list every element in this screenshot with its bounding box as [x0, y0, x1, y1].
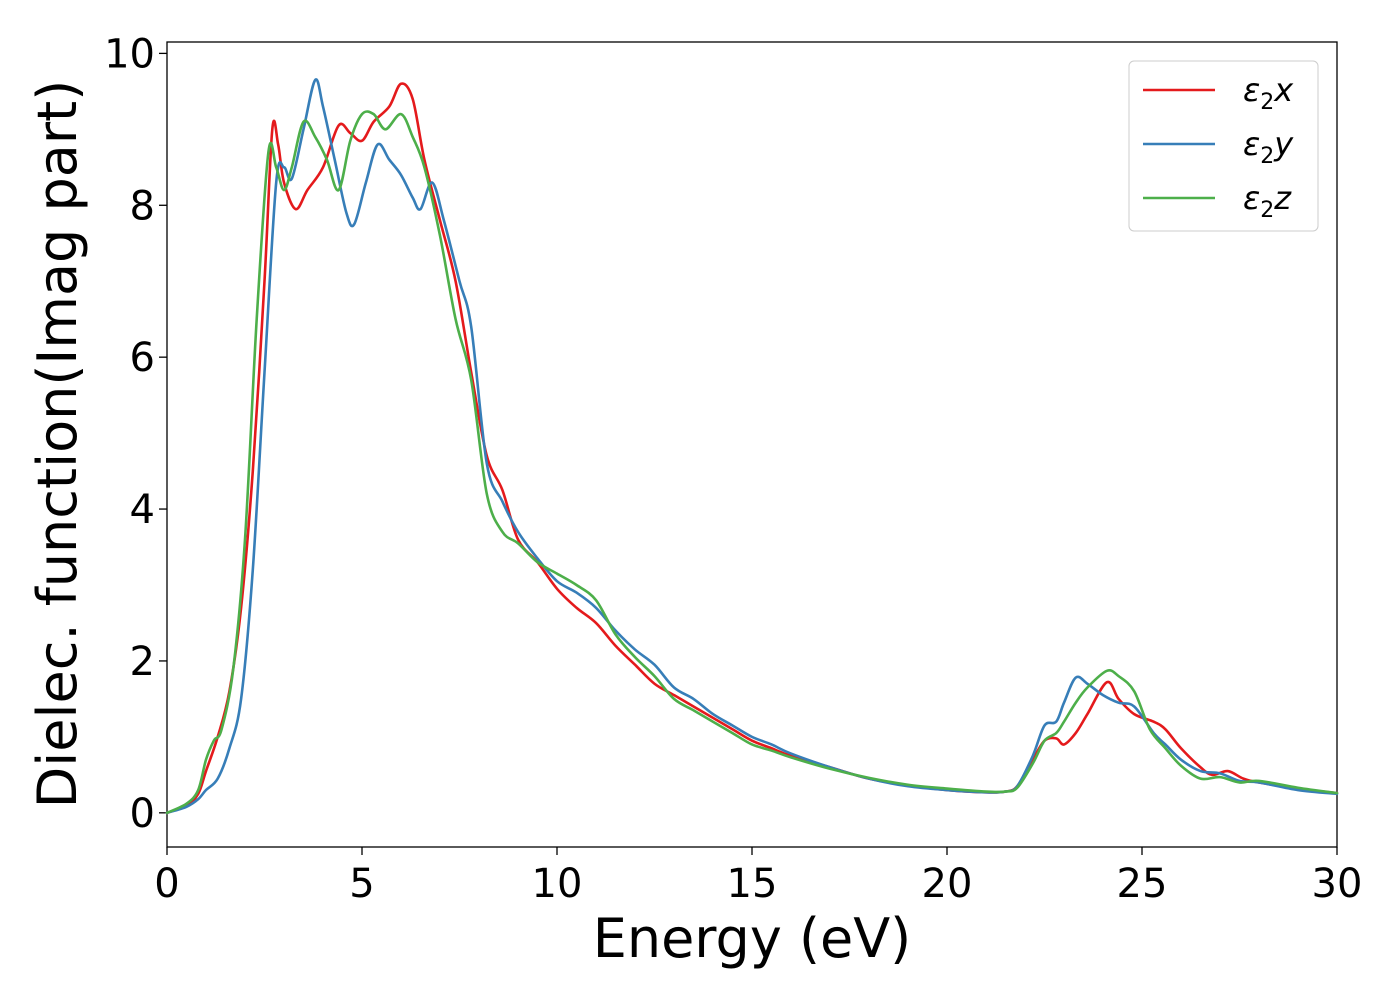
legend-items: ε2x ε2y ε2z [1143, 71, 1294, 223]
y-tick-label: 0 [130, 791, 155, 837]
x-tick-label: 15 [727, 861, 778, 907]
y-tick-label: 2 [130, 639, 155, 685]
x-axis-label: Energy (eV) [593, 907, 912, 970]
x-tick-label: 25 [1117, 861, 1168, 907]
x-tick-label: 30 [1312, 861, 1363, 907]
legend-box [1128, 60, 1319, 232]
legend: ε2x ε2y ε2z [1128, 60, 1319, 232]
legend-label-z: ε2z [1243, 179, 1292, 223]
y-tick-label: 8 [130, 183, 155, 229]
x-tick-label: 5 [349, 861, 374, 907]
x-axis-ticks: 0 5 10 15 20 25 30 [154, 847, 1362, 907]
y-tick-label: 6 [130, 335, 155, 381]
x-tick-label: 20 [922, 861, 973, 907]
legend-label-x: ε2x [1243, 71, 1294, 115]
y-tick-label: 10 [104, 31, 155, 77]
x-tick-label: 10 [532, 861, 583, 907]
y-tick-label: 4 [130, 487, 155, 533]
series-line-z [165, 110, 1339, 815]
series-line-y [165, 78, 1339, 815]
legend-label-y: ε2y [1243, 125, 1294, 169]
series-line-x [165, 82, 1339, 815]
y-axis-label: Dielec. function(Imag part) [26, 80, 89, 809]
y-axis-ticks: 0 2 4 6 8 10 [104, 31, 167, 837]
x-tick-label: 0 [154, 861, 179, 907]
series-lines [165, 78, 1339, 815]
